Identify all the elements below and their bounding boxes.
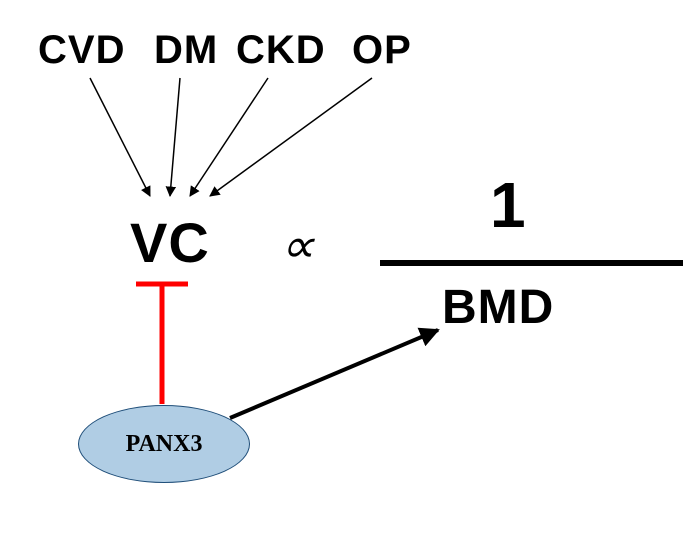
arrow-cvd-to-vc bbox=[90, 78, 150, 196]
diagram-stage: CVD DM CKD OP VC ∝ 1 BMD PANX3 bbox=[0, 0, 683, 535]
label-op: OP bbox=[352, 28, 412, 73]
label-cvd: CVD bbox=[38, 28, 125, 73]
proportional-symbol: ∝ bbox=[280, 218, 314, 274]
arrow-op-to-vc bbox=[210, 78, 372, 196]
node-panx3-label: PANX3 bbox=[126, 431, 203, 458]
label-dm: DM bbox=[154, 28, 218, 73]
arrow-dm-to-vc bbox=[170, 78, 180, 196]
fraction-numerator: 1 bbox=[490, 168, 527, 242]
label-ckd: CKD bbox=[236, 28, 326, 73]
fraction-bar bbox=[380, 260, 683, 266]
fraction-denominator: BMD bbox=[442, 280, 554, 335]
arrow-panx3-to-bmd bbox=[230, 330, 438, 418]
label-vc: VC bbox=[130, 210, 210, 275]
node-panx3: PANX3 bbox=[78, 405, 250, 483]
arrow-ckd-to-vc bbox=[190, 78, 268, 196]
